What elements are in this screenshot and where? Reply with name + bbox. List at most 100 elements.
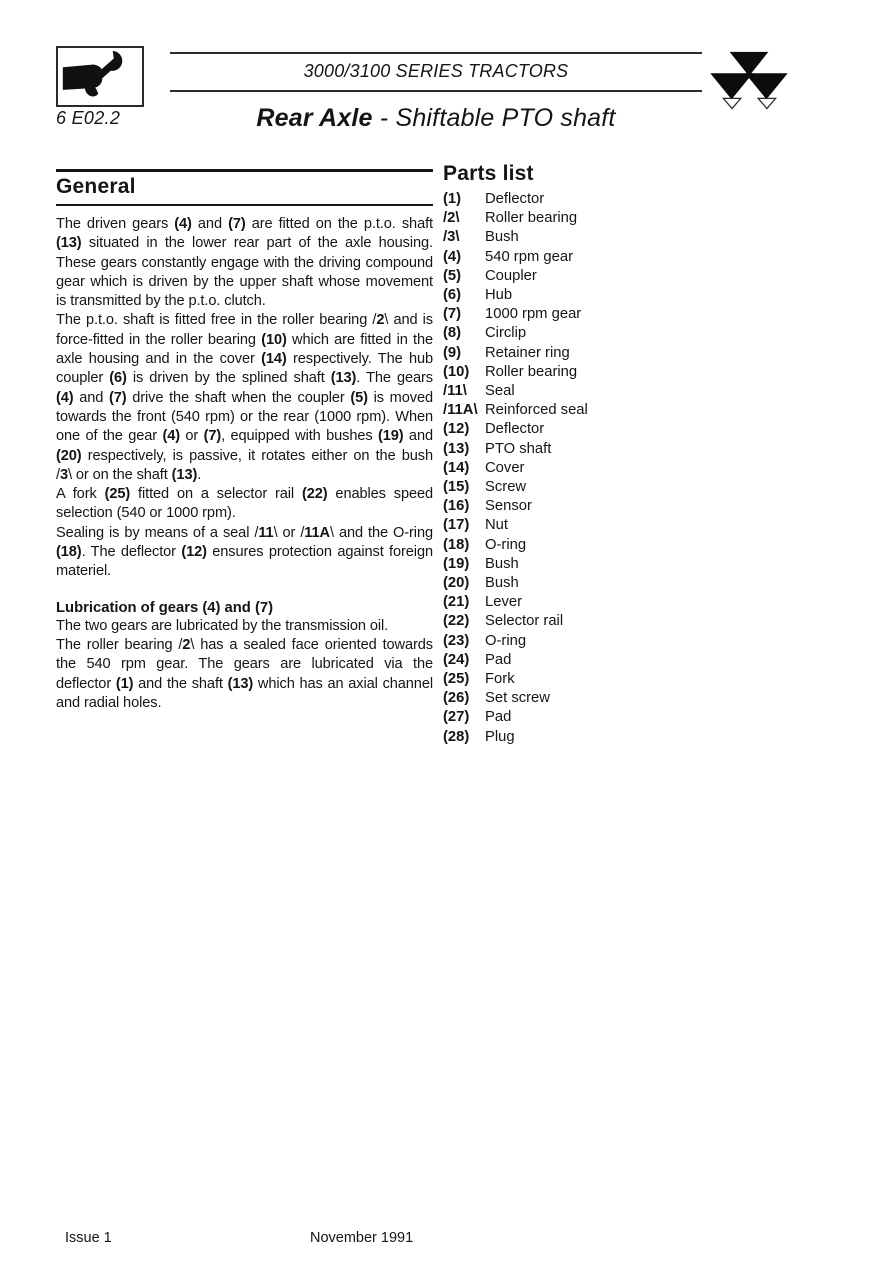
header-rule-top	[170, 52, 702, 54]
part-label: Pad	[485, 709, 512, 726]
parts-list-item: (24) Pad	[443, 651, 753, 670]
part-number: /2\	[443, 210, 460, 227]
parts-list-item: (26) Set screw	[443, 689, 753, 708]
general-heading: General	[56, 175, 136, 198]
part-number: (4)	[443, 248, 462, 265]
parts-list-item: (17) Nut	[443, 516, 753, 535]
part-number: (18)	[443, 536, 470, 553]
part-label: Set screw	[485, 690, 550, 707]
general-paragraph: The p.t.o. shaft is fitted free in the r…	[56, 312, 434, 483]
part-number: (5)	[443, 267, 462, 284]
part-label: PTO shaft	[485, 440, 552, 457]
part-label: Coupler	[485, 267, 537, 284]
parts-list-item: (19) Bush	[443, 555, 753, 574]
parts-list-item: (6) Hub	[443, 286, 753, 305]
parts-list-item: (15) Screw	[443, 478, 753, 497]
part-label: Nut	[485, 517, 509, 534]
parts-list-item: (7) 1000 rpm gear	[443, 305, 753, 324]
part-label: Plug	[485, 728, 515, 745]
parts-list-item: (14) Cover	[443, 459, 753, 478]
general-paragraph: Sealing is by means of a seal /11\ or /1…	[56, 524, 433, 580]
part-number: (9)	[443, 344, 462, 361]
part-number: /11\	[443, 383, 467, 400]
parts-list-item: /11A\ Reinforced seal	[443, 401, 753, 420]
document-title: Rear Axle - Shiftable PTO shaft	[170, 104, 702, 133]
part-number: (26)	[443, 690, 470, 707]
parts-list-item: (25) Fork	[443, 670, 753, 689]
document-title-sub: - Shiftable PTO shaft	[372, 104, 616, 132]
parts-list-item: (10) Roller bearing	[443, 363, 753, 382]
part-label: Roller bearing	[485, 363, 578, 380]
general-section: General The driven gears (4) and (7) are…	[56, 169, 433, 713]
part-number: (1)	[443, 191, 462, 207]
parts-list-item: /11\ Seal	[443, 382, 753, 401]
parts-list-item: /2\ Roller bearing	[443, 209, 753, 228]
part-label: 540 rpm gear	[485, 248, 574, 265]
part-number: (14)	[443, 459, 470, 476]
part-label: Retainer ring	[485, 344, 570, 361]
lubrication-paragraph: The two gears are lubricated by the tran…	[56, 617, 389, 634]
parts-list-item: (8) Circlip	[443, 324, 753, 343]
parts-list-item: (20) Bush	[443, 574, 753, 593]
part-label: O-ring	[485, 536, 527, 553]
part-number: (6)	[443, 287, 462, 304]
part-label: Fork	[485, 671, 515, 688]
parts-list-item: (9) Retainer ring	[443, 344, 753, 363]
footer-date: November 1991	[310, 1230, 414, 1246]
hand-holding-wrench-icon	[61, 49, 139, 105]
part-number: (27)	[443, 709, 470, 726]
part-number: (21)	[443, 594, 470, 611]
parts-list-item: (28) Plug	[443, 728, 753, 747]
part-number: (10)	[443, 363, 470, 380]
parts-list-item: (1) Deflector	[443, 190, 753, 209]
part-label: O-ring	[485, 632, 527, 649]
part-label: Cover	[485, 459, 525, 476]
part-number: (28)	[443, 728, 470, 745]
part-number: (23)	[443, 632, 470, 649]
part-number: /11A\	[443, 402, 478, 419]
part-label: Roller bearing	[485, 210, 578, 227]
part-label: Circlip	[485, 325, 527, 342]
part-number: (16)	[443, 498, 470, 515]
part-label: Lever	[485, 594, 523, 611]
series-title: 3000/3100 SERIES TRACTORS	[303, 61, 569, 81]
massey-ferguson-triangles-icon	[708, 50, 790, 115]
page-id: 6 E02.2	[56, 108, 121, 128]
part-label: Screw	[485, 479, 527, 496]
part-number: (25)	[443, 671, 470, 688]
header-band: 3000/3100 SERIES TRACTORS	[170, 52, 702, 92]
part-label: Bush	[485, 229, 519, 246]
general-paragraph: The driven gears (4) and (7) are fitted …	[56, 216, 433, 310]
parts-list-item: (16) Sensor	[443, 497, 753, 516]
part-number: /3\	[443, 229, 460, 246]
parts-list-heading: Parts list	[443, 162, 534, 185]
parts-list: (1) Deflector /2\ Roller bearing /3\ Bus…	[443, 190, 753, 747]
part-number: (19)	[443, 555, 470, 572]
part-number: (24)	[443, 651, 470, 668]
parts-list-item: (4) 540 rpm gear	[443, 248, 753, 267]
part-label: Bush	[485, 555, 519, 572]
general-rule-top	[56, 169, 433, 172]
part-label: Pad	[485, 651, 512, 668]
part-number: (22)	[443, 613, 470, 630]
part-label: Seal	[485, 383, 515, 400]
general-rule-bottom	[56, 204, 433, 206]
parts-list-item: (22) Selector rail	[443, 612, 753, 631]
parts-list-section: Parts list (1) Deflector /2\ Roller bear…	[443, 162, 753, 747]
service-manual-logo-box	[56, 46, 144, 107]
parts-list-item: (13) PTO shaft	[443, 440, 753, 459]
part-label: Sensor	[485, 498, 532, 515]
part-label: Hub	[485, 287, 513, 304]
parts-list-item: (21) Lever	[443, 593, 753, 612]
parts-list-item: /3\ Bush	[443, 228, 753, 247]
part-label: Selector rail	[485, 613, 564, 630]
parts-list-item: (5) Coupler	[443, 267, 753, 286]
footer-issue: Issue 1	[65, 1230, 112, 1246]
part-label: Deflector	[485, 421, 545, 438]
part-number: (17)	[443, 517, 470, 534]
document-title-main: Rear Axle	[256, 104, 373, 132]
part-label: Reinforced seal	[485, 402, 588, 419]
parts-list-item: (23) O-ring	[443, 632, 753, 651]
part-label: 1000 rpm gear	[485, 306, 582, 323]
part-number: (7)	[443, 306, 462, 323]
